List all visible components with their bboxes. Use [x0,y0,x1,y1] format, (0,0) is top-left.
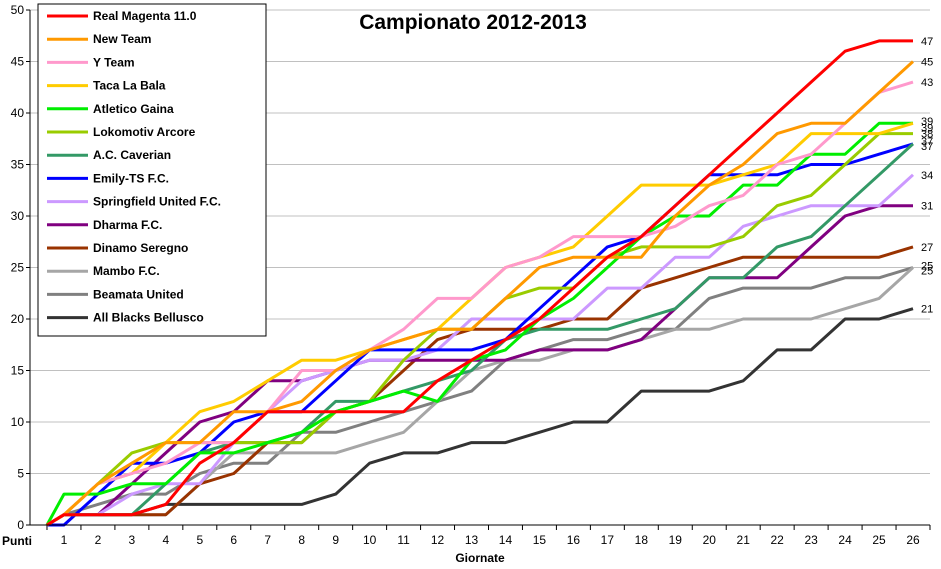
legend-entry-label: Y Team [93,55,135,69]
end-value-label: 43 [921,77,933,89]
x-tick-label: 1 [61,533,68,547]
x-tick-label: 15 [533,533,547,547]
end-value-label: 31 [921,201,933,213]
series-line [46,266,914,527]
x-tick-label: 14 [499,533,513,547]
series-line [46,39,913,527]
x-tick-label: 2 [95,533,102,547]
end-value-label: 25 [921,260,933,272]
y-tick-label: 10 [11,415,25,429]
legend-entry-label: New Team [93,32,151,46]
y-axis-ticks: 0 5 10 15 20 25 30 35 40 45 50 [11,3,30,532]
y-tick-label: 40 [11,106,25,120]
series-line [46,60,915,527]
legend: Real Magenta 11.0 New Team Y Team Taca La B… [37,3,267,337]
x-axis-ticks: 1 2 3 4 5 6 7 8 9 10 11 12 13 14 15 16 17 18 19 20 21 22 23 24 2… [46,525,931,547]
x-tick-label: 6 [230,533,237,547]
x-axis-label: Giornate [455,551,505,565]
x-tick-label: 13 [465,533,479,547]
x-tick-label: 21 [737,533,751,547]
x-tick-label: 10 [363,533,377,547]
x-tick-label: 23 [804,533,818,547]
y-tick-label: 25 [11,261,25,275]
x-tick-label: 22 [770,533,784,547]
end-value-label: 25 [921,266,933,278]
x-tick-label: 7 [264,533,271,547]
legend-entry-label: A.C. Caverian [93,148,171,162]
x-tick-label: 9 [332,533,339,547]
end-value-label: 39 [921,116,933,128]
x-tick-label: 24 [838,533,852,547]
x-tick-label: 25 [872,533,886,547]
y-axis-label: Punti [2,534,32,548]
x-tick-label: 19 [669,533,683,547]
end-value-label: 37 [921,136,933,148]
series-lines [45,39,915,527]
y-tick-label: 5 [17,467,24,481]
legend-entry-label: Beamata United [93,287,184,301]
x-tick-label: 26 [906,533,920,547]
x-tick-label: 3 [129,533,136,547]
x-tick-label: 12 [431,533,445,547]
x-tick-label: 8 [298,533,305,547]
legend-entry-label: Springfield United F.C. [93,195,221,209]
series-line [46,80,914,527]
legend-entry-label: Dharma F.C. [93,218,162,232]
x-tick-label: 5 [196,533,203,547]
end-value-label: 34 [921,170,933,182]
y-tick-label: 0 [17,518,24,532]
x-tick-label: 17 [601,533,615,547]
legend-entry-label: All Blacks Bellusco [93,311,204,325]
end-value-label: 21 [921,304,933,316]
legend-entry-label: Atletico Gaina [93,102,174,116]
legend-entry-label: Mambo F.C. [93,264,160,278]
x-tick-label: 16 [567,533,581,547]
end-value-label: 37 [921,141,933,153]
y-tick-label: 15 [11,364,25,378]
y-tick-label: 35 [11,158,25,172]
series-line [46,173,915,527]
y-tick-label: 20 [11,312,25,326]
y-tick-label: 50 [11,3,25,17]
end-value-label: 47 [921,36,933,48]
legend-entry-label: Lokomotiv Arcore [93,125,196,139]
end-value-label: 45 [921,57,933,69]
legend-entry-label: Dinamo Seregno [93,241,188,255]
end-value-label: 39 [921,122,933,134]
x-tick-label: 18 [635,533,649,547]
chart-title: Campionato 2012-2013 [359,11,587,34]
y-tick-label: 30 [11,209,25,223]
legend-box [37,3,267,337]
end-value-label: 27 [921,242,933,254]
legend-entry-label: Taca La Bala [93,79,166,93]
legend-entry-label: Real Magenta 11.0 [93,9,197,23]
x-tick-label: 4 [163,533,170,547]
y-tick-label: 45 [11,55,25,69]
x-tick-label: 20 [703,533,717,547]
legend-entry-label: Emily-TS F.C. [93,171,169,185]
end-value-label: 38 [921,129,933,141]
x-tick-label: 11 [397,533,410,547]
